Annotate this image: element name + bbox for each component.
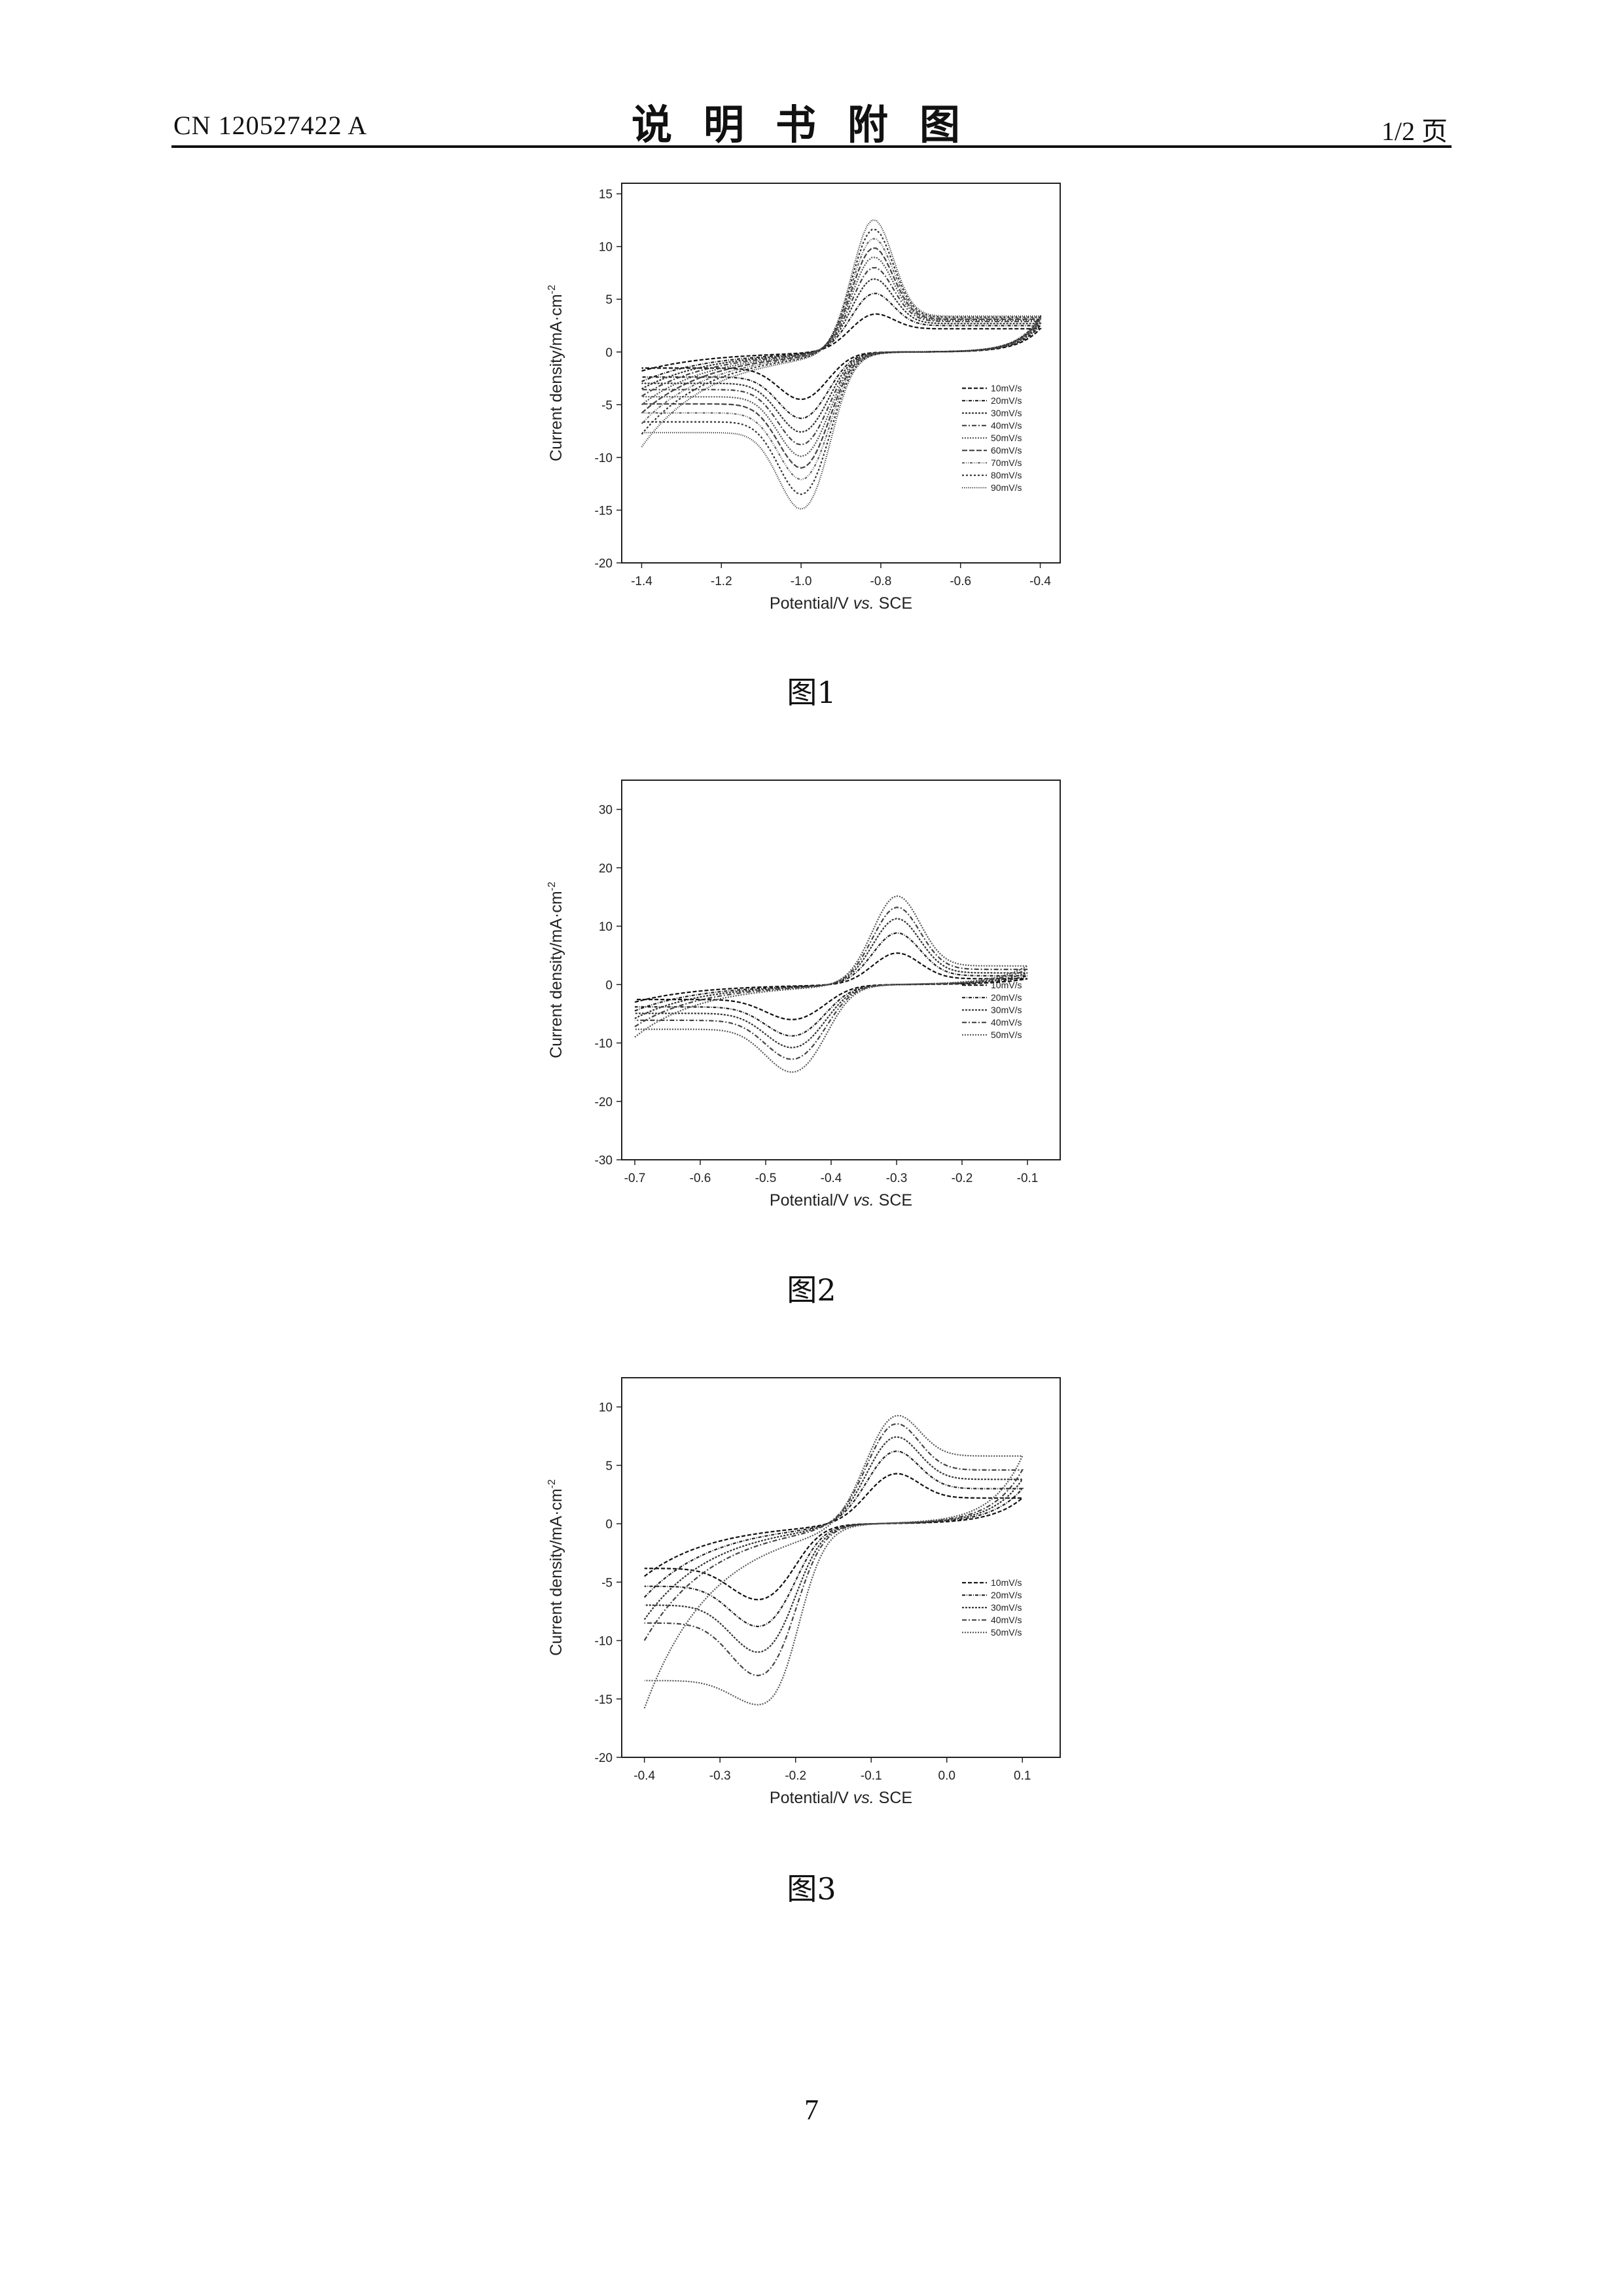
- legend-label: 30mV/s: [991, 408, 1022, 418]
- y-tick-label: 0: [605, 346, 613, 360]
- y-tick-label: -20: [595, 1751, 613, 1765]
- cv-plot-2: -0.7 -0.6 -0.5 -0.4 -0.3 -0.2 -0.1 -30 -20 -10 0 10…: [537, 761, 1086, 1219]
- x-axis-label: Potential/V vs. SCE: [770, 594, 912, 613]
- legend-label: 20mV/s: [991, 1590, 1022, 1600]
- series-line-50mV-s: [645, 1416, 1022, 1708]
- series-line-90mV-s: [642, 220, 1041, 509]
- figure-2-caption: 图2: [0, 1266, 1623, 1310]
- page-indicator: 1/2 页: [1382, 110, 1448, 148]
- x-tick-label: -0.3: [886, 1172, 908, 1185]
- figure-1-caption: 图1: [0, 669, 1623, 712]
- cv-plot-3: -0.4 -0.3 -0.2 -0.1 0.0 0.1 -20 -15 -10 -5 0 5 10 Pot…: [537, 1358, 1086, 1816]
- header-rule: [171, 145, 1452, 148]
- y-tick-label: -15: [595, 1693, 613, 1707]
- series-line-80mV-s: [642, 230, 1041, 495]
- x-tick-label: 0.1: [1014, 1769, 1031, 1783]
- figure-3-chart: -0.4 -0.3 -0.2 -0.1 0.0 0.1 -20 -15 -10 -5 0 5 10 Pot…: [537, 1358, 1086, 1816]
- y-tick-label: 10: [599, 1401, 613, 1415]
- x-axis-label: Potential/V vs. SCE: [770, 1191, 912, 1210]
- series-line-30mV-s: [642, 279, 1041, 432]
- x-tick-label: -0.1: [861, 1769, 882, 1783]
- legend-label: 50mV/s: [991, 1030, 1022, 1040]
- page-number: 7: [0, 2093, 1623, 2126]
- legend-label: 10mV/s: [991, 383, 1022, 393]
- y-tick-label: -30: [595, 1154, 613, 1168]
- y-tick-label: -10: [595, 452, 613, 465]
- plot-frame: [622, 183, 1060, 563]
- y-tick-label: 15: [599, 188, 613, 202]
- y-tick-label: -20: [595, 557, 613, 571]
- y-tick-label: -5: [601, 399, 613, 412]
- legend-label: 20mV/s: [991, 395, 1022, 406]
- x-tick-label: -0.3: [709, 1769, 731, 1783]
- x-tick-label: -0.6: [950, 575, 971, 588]
- figure-3-caption: 图3: [0, 1865, 1623, 1909]
- x-tick-label: -0.2: [785, 1769, 806, 1783]
- x-tick-label: -0.5: [755, 1172, 777, 1185]
- y-tick-label: 0: [605, 978, 613, 992]
- x-axis-label: Potential/V vs. SCE: [770, 1789, 912, 1807]
- x-tick-label: -0.1: [1017, 1172, 1039, 1185]
- plot-frame: [622, 1378, 1060, 1757]
- legend-label: 50mV/s: [991, 1627, 1022, 1638]
- x-tick-label: -0.8: [870, 575, 892, 588]
- y-axis-label: Current density/mA·cm-2: [546, 285, 565, 461]
- x-tick-label: -1.0: [791, 575, 812, 588]
- y-tick-label: 30: [599, 804, 613, 817]
- x-tick-label: -0.2: [952, 1172, 973, 1185]
- legend-label: 80mV/s: [991, 470, 1022, 480]
- x-tick-label: -1.2: [711, 575, 732, 588]
- figure-2-chart: -0.7 -0.6 -0.5 -0.4 -0.3 -0.2 -0.1 -30 -20 -10 0 10…: [537, 761, 1086, 1219]
- legend-label: 90mV/s: [991, 482, 1022, 493]
- series-line-40mV-s: [645, 1424, 1022, 1676]
- legend-label: 40mV/s: [991, 420, 1022, 431]
- x-tick-label: -0.4: [1029, 575, 1051, 588]
- y-tick-label: 10: [599, 920, 613, 934]
- page-title: 说明书附图: [0, 92, 1623, 151]
- y-tick-label: -5: [601, 1576, 613, 1590]
- y-tick-label: -20: [595, 1096, 613, 1109]
- x-tick-label: -0.4: [633, 1769, 655, 1783]
- legend-label: 40mV/s: [991, 1017, 1022, 1028]
- x-tick-label: 0.0: [938, 1769, 955, 1783]
- series-line-50mV-s: [642, 257, 1041, 456]
- y-tick-label: 0: [605, 1518, 613, 1532]
- legend-label: 60mV/s: [991, 445, 1022, 456]
- legend-label: 50mV/s: [991, 433, 1022, 443]
- series-line-20mV-s: [645, 1451, 1022, 1626]
- y-tick-label: -10: [595, 1037, 613, 1051]
- legend-label: 30mV/s: [991, 1602, 1022, 1613]
- x-tick-label: -0.6: [690, 1172, 711, 1185]
- y-tick-label: -15: [595, 504, 613, 518]
- y-tick-label: 5: [605, 293, 613, 307]
- series-line-40mV-s: [642, 268, 1041, 444]
- legend-label: 10mV/s: [991, 1577, 1022, 1588]
- y-axis-label: Current density/mA·cm-2: [546, 1479, 565, 1656]
- y-tick-label: 20: [599, 862, 613, 876]
- y-tick-label: 10: [599, 241, 613, 255]
- figure-1-chart: -1.4 -1.2 -1.0 -0.8 -0.6 -0.4 -20 -15 -10 -5 0 5 10 1…: [537, 164, 1086, 622]
- y-tick-label: 5: [605, 1460, 613, 1473]
- legend-label: 40mV/s: [991, 1615, 1022, 1625]
- x-tick-label: -1.4: [631, 575, 652, 588]
- legend-label: 30mV/s: [991, 1005, 1022, 1015]
- cv-plot-1: -1.4 -1.2 -1.0 -0.8 -0.6 -0.4 -20 -15 -10 -5 0 5 10 1…: [537, 164, 1086, 622]
- legend-label: 10mV/s: [991, 980, 1022, 990]
- series-line-60mV-s: [642, 248, 1041, 468]
- series-line-10mV-s: [645, 1474, 1022, 1600]
- x-tick-label: -0.4: [821, 1172, 842, 1185]
- y-axis-label: Current density/mA·cm-2: [546, 882, 565, 1058]
- series-line-20mV-s: [642, 293, 1041, 418]
- legend-label: 20mV/s: [991, 992, 1022, 1003]
- y-tick-label: -10: [595, 1635, 613, 1649]
- legend-label: 70mV/s: [991, 457, 1022, 468]
- x-tick-label: -0.7: [624, 1172, 646, 1185]
